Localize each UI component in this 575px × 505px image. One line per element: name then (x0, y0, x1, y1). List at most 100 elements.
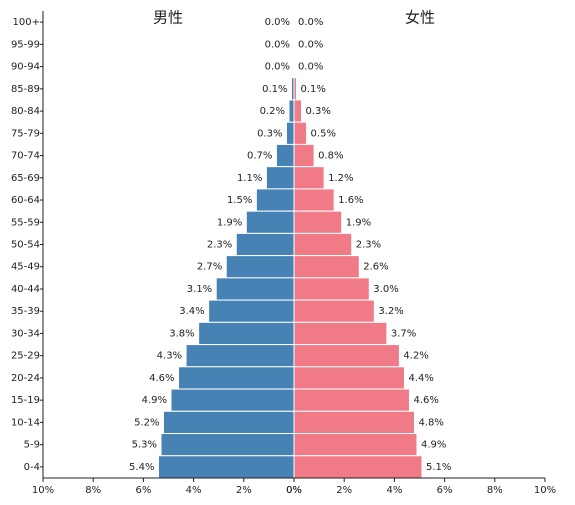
bar (293, 410, 415, 435)
bar (170, 388, 295, 412)
bar (293, 321, 388, 346)
value-label: 5.3% (132, 440, 157, 451)
bar (293, 388, 410, 412)
value-label: 2.3% (207, 240, 232, 251)
y-tick-label: 5-9 (24, 440, 40, 451)
x-tick-label: 0% (286, 485, 302, 496)
bar (293, 121, 308, 145)
value-label: 4.8% (418, 417, 443, 428)
bar (293, 232, 353, 257)
bar (288, 99, 295, 123)
value-label: 3.0% (373, 284, 398, 295)
value-label: 1.9% (217, 217, 242, 228)
y-tick-label: 30-34 (11, 328, 40, 339)
y-tick-label: 20-24 (11, 373, 40, 384)
bar (293, 277, 370, 301)
bar (285, 121, 295, 145)
y-tick-label: 65-69 (11, 173, 40, 184)
bar (178, 366, 295, 390)
value-label: 1.5% (227, 195, 252, 206)
y-tick-label: 50-54 (11, 240, 40, 251)
bar (198, 321, 295, 346)
value-label: 4.3% (157, 351, 182, 362)
bar (293, 77, 298, 101)
value-label: 5.2% (134, 417, 159, 428)
bar (293, 366, 405, 390)
bar (157, 455, 295, 479)
value-label: 2.6% (363, 262, 388, 273)
bar (293, 344, 400, 368)
value-label: 1.6% (338, 195, 363, 206)
bar (293, 166, 325, 190)
bar (215, 277, 295, 301)
x-tick-label: 8% (487, 485, 503, 496)
y-tick-label: 15-19 (11, 395, 40, 406)
bar (265, 166, 295, 190)
value-label: 1.2% (328, 173, 353, 184)
x-tick-label: 8% (85, 485, 101, 496)
bar (225, 255, 295, 279)
value-label: 4.9% (142, 395, 167, 406)
value-label: 0.0% (298, 62, 323, 73)
y-tick-label: 95-99 (11, 39, 40, 50)
legend-label: 男性 (153, 9, 183, 27)
bar (275, 143, 295, 168)
x-tick-label: 4% (386, 485, 402, 496)
bar (293, 433, 418, 457)
value-label: 0.3% (306, 106, 331, 117)
x-tick-label: 10% (32, 485, 54, 496)
value-label: 3.8% (169, 328, 194, 339)
bar (293, 188, 335, 212)
bar (293, 143, 315, 168)
x-tick-label: 0% (286, 485, 302, 496)
value-label: 3.2% (378, 306, 403, 317)
bar (255, 188, 295, 212)
value-label: 0.5% (311, 128, 336, 139)
value-label: 5.4% (129, 462, 154, 473)
y-tick-label: 40-44 (11, 284, 40, 295)
value-label: 0.1% (301, 84, 326, 95)
x-tick-label: 2% (336, 485, 352, 496)
y-tick-label: 85-89 (11, 84, 40, 95)
value-label: 1.9% (346, 217, 371, 228)
y-tick-label: 0-4 (24, 462, 40, 473)
y-tick-label: 35-39 (11, 306, 40, 317)
x-tick-label: 4% (186, 485, 202, 496)
value-label: 1.1% (237, 173, 262, 184)
bar (293, 255, 360, 279)
value-label: 0.0% (298, 17, 323, 28)
value-label: 3.4% (179, 306, 204, 317)
value-label: 0.0% (265, 17, 290, 28)
x-tick-label: 2% (236, 485, 252, 496)
y-tick-label: 10-14 (11, 417, 40, 428)
bar (208, 299, 295, 323)
bar (293, 299, 375, 323)
bar (160, 433, 295, 457)
value-label: 4.4% (408, 373, 433, 384)
value-label: 3.7% (391, 328, 416, 339)
y-tick-label: 70-74 (11, 151, 40, 162)
value-label: 2.7% (197, 262, 222, 273)
x-tick-label: 6% (437, 485, 453, 496)
value-label: 2.3% (356, 240, 381, 251)
y-tick-label: 80-84 (11, 106, 40, 117)
bar (185, 344, 295, 368)
y-tick-label: 90-94 (11, 62, 40, 73)
bar (293, 99, 303, 123)
y-tick-label: 55-59 (11, 217, 40, 228)
value-label: 0.7% (247, 151, 272, 162)
value-label: 4.2% (403, 351, 428, 362)
legend-label: 女性 (405, 9, 435, 27)
value-label: 4.9% (421, 440, 446, 451)
bar (245, 210, 295, 234)
y-tick-label: 100+ (13, 17, 40, 28)
x-tick-label: 6% (135, 485, 151, 496)
x-tick-label: 10% (534, 485, 556, 496)
y-tick-label: 75-79 (11, 128, 40, 139)
value-label: 4.6% (413, 395, 438, 406)
value-label: 3.1% (187, 284, 212, 295)
y-tick-label: 60-64 (11, 195, 40, 206)
value-label: 0.0% (265, 62, 290, 73)
value-label: 4.6% (149, 373, 174, 384)
